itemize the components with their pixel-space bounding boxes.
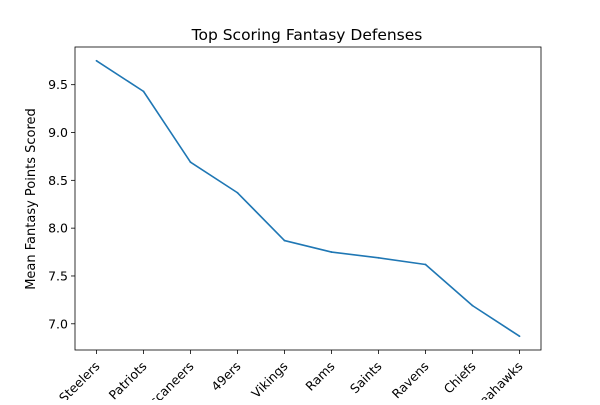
y-tick-label: 7.5: [48, 268, 68, 283]
x-tick-label: 49ers: [208, 359, 244, 395]
y-tick-label: 8.0: [48, 221, 68, 236]
x-tick-label: Chiefs: [441, 359, 479, 397]
data-point: [142, 90, 145, 93]
y-tick-label: 8.5: [48, 173, 68, 188]
data-point: [330, 251, 333, 253]
y-tick-label: 9.5: [48, 77, 68, 92]
data-point: [518, 335, 521, 338]
chart-title: Top Scoring Fantasy Defenses: [191, 26, 423, 44]
data-point: [95, 59, 98, 62]
x-tick-label: Saints: [347, 359, 385, 397]
x-tick-label: Rams: [302, 359, 337, 394]
y-axis-label: Mean Fantasy Points Scored: [24, 108, 39, 290]
data-point: [189, 161, 192, 164]
x-tick-label: Seahawks: [471, 359, 526, 400]
x-tick-label: Vikings: [248, 359, 290, 400]
data-point: [236, 191, 239, 194]
series-line: [96, 60, 520, 337]
x-tick-label: Ravens: [389, 359, 432, 400]
data-point: [377, 256, 380, 259]
data-point: [283, 239, 286, 242]
y-tick-label: 9.0: [48, 125, 68, 140]
x-tick-label: Patriots: [106, 359, 150, 400]
data-point: [424, 263, 427, 266]
axes-frame: [74, 46, 542, 351]
data-point: [471, 304, 474, 307]
y-tick-label: 7.0: [48, 316, 68, 331]
x-tick-label: Steelers: [56, 359, 103, 400]
